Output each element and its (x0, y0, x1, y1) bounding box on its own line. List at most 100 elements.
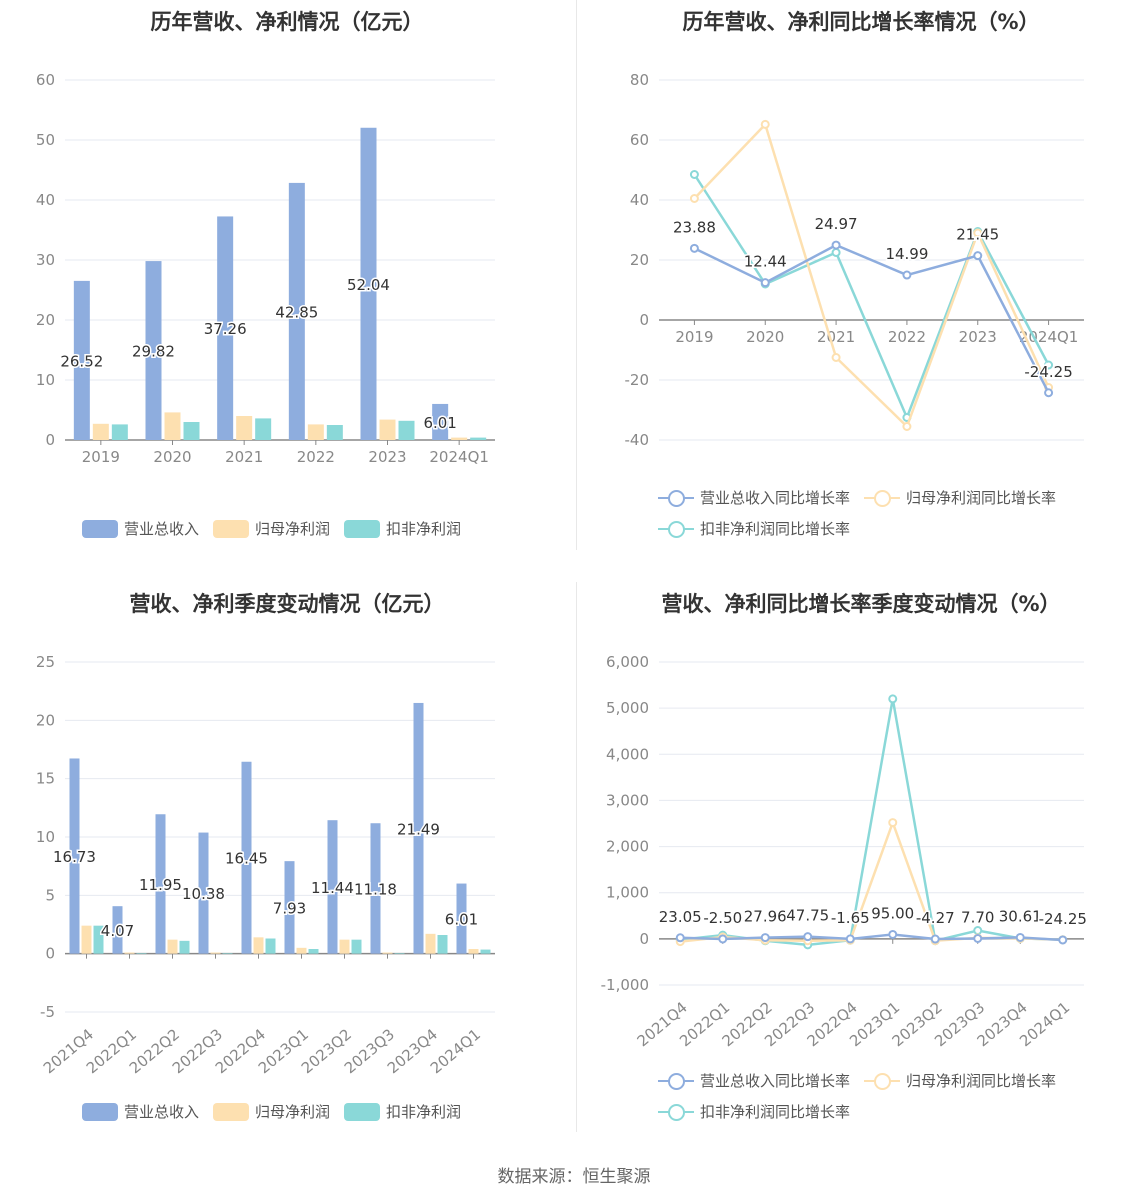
y-tick-label: 0 (45, 945, 55, 963)
bar-revenue (288, 182, 305, 440)
legend-item[interactable]: 归母净利润同比增长率 (864, 482, 1056, 513)
legend-item[interactable]: 营业总收入 (82, 513, 199, 544)
x-tick-label: 2019 (82, 448, 120, 466)
y-tick-label: -20 (625, 371, 650, 389)
y-tick-label: 5,000 (606, 699, 649, 717)
x-tick-label: 2021 (225, 448, 263, 466)
quarterly-line-chart: -1,00001,0002,0003,0004,0005,0006,000202… (601, 653, 1089, 1050)
bar-net-profit (81, 925, 92, 954)
data-point (1058, 935, 1068, 945)
bar-revenue (155, 814, 166, 954)
legend-item[interactable]: 归母净利润同比增长率 (864, 1065, 1056, 1096)
bar-deducted-profit (93, 925, 104, 954)
bar-value-label: 16.45 (225, 850, 268, 868)
x-tick-label: 2023 (368, 448, 406, 466)
point-value-label: 23.05 (659, 908, 702, 926)
legend-item[interactable]: 扣非净利润同比增长率 (658, 513, 850, 544)
x-tick-label: 2022 (297, 448, 335, 466)
bar-revenue (145, 261, 162, 440)
point-value-label: -24.25 (1039, 910, 1087, 928)
point-value-label: 12.44 (744, 253, 787, 271)
bar-value-label: 11.18 (354, 880, 397, 898)
legend-label: 营业总收入 (124, 1103, 200, 1121)
point-value-label: -4.27 (916, 909, 955, 927)
legend-item[interactable]: 营业总收入同比增长率 (658, 1065, 850, 1096)
y-tick-label: 20 (36, 311, 55, 329)
bar-net-profit (382, 952, 393, 954)
bar-deducted-profit (394, 953, 405, 954)
point-value-label: 21.45 (956, 226, 999, 244)
annual-bar-chart: 0 10 20 30 40 50 60 2019 2020 2021 2022 2023 2024Q1 2… (36, 71, 495, 466)
bar-value-label: 52.04 (347, 276, 390, 294)
x-tick-label: 2024Q1 (1019, 328, 1079, 346)
bar-deducted-profit (326, 425, 343, 440)
bar-deducted-profit (265, 938, 276, 954)
data-point (675, 933, 685, 943)
legend-swatch (344, 519, 381, 538)
legend-line-marker (658, 489, 694, 507)
legend-label: 扣非净利润同比增长率 (700, 520, 851, 538)
annual-growth-panel: 历年营收、净利同比增长率情况（%） -40 -20 0 20 40 60 80 2019 202… (574, 0, 1148, 565)
legend: 营业总收入同比增长率 归母净利润同比增长率 扣非净利润同比增长率 (658, 1065, 1128, 1127)
x-tick-label: 2019 (675, 328, 713, 346)
bar-net-profit (339, 939, 350, 954)
data-point (1044, 360, 1054, 370)
bar-revenue (217, 216, 234, 440)
bar-value-label: 7.93 (273, 899, 306, 917)
data-point (803, 932, 813, 942)
data-point (973, 926, 983, 936)
legend-label: 扣非净利润 (386, 520, 462, 538)
data-point (845, 934, 855, 944)
y-tick-label: 6,000 (606, 653, 649, 671)
data-point (760, 933, 770, 943)
bar-net-profit (164, 412, 181, 440)
bar-net-profit (167, 939, 178, 954)
y-tick-label: -40 (625, 431, 650, 449)
y-tick-label: 2,000 (606, 838, 649, 856)
bar-revenue (360, 127, 377, 440)
point-value-label: 7.70 (961, 909, 994, 927)
quarterly-bar-chart: -505101520252021Q42022Q12022Q22022Q32022… (36, 653, 495, 1077)
legend-label: 扣非净利润同比增长率 (700, 1103, 851, 1121)
legend: 营业总收入同比增长率 归母净利润同比增长率 扣非净利润同比增长率 (658, 482, 1128, 544)
y-tick-label: 5 (45, 886, 55, 904)
data-point (760, 278, 770, 288)
bar-deducted-profit (470, 437, 487, 440)
x-tick-label: 2024Q1 (429, 448, 489, 466)
legend-item[interactable]: 归母净利润 (213, 513, 330, 544)
chart-title: 营收、净利同比增长率季度变动情况（%） (661, 592, 1061, 616)
y-tick-label: 20 (36, 711, 55, 729)
bar-net-profit (253, 937, 264, 954)
legend-item[interactable]: 扣非净利润 (344, 1096, 461, 1127)
point-value-label: 30.61 (999, 907, 1042, 925)
y-tick-label: 15 (36, 770, 55, 788)
data-point (888, 818, 898, 828)
bar-value-label: 4.07 (101, 922, 134, 940)
bar-net-profit (379, 419, 396, 440)
legend-item[interactable]: 归母净利润 (213, 1096, 330, 1127)
legend-swatch (213, 519, 250, 538)
y-tick-label: -5 (40, 1003, 55, 1021)
data-point (689, 170, 699, 179)
data-point (973, 934, 983, 944)
legend-item[interactable]: 扣非净利润 (344, 513, 461, 544)
y-tick-label: 0 (639, 311, 649, 329)
bar-revenue (112, 906, 123, 954)
legend-item[interactable]: 扣非净利润同比增长率 (658, 1096, 850, 1127)
legend-item[interactable]: 营业总收入同比增长率 (658, 482, 850, 513)
bar-deducted-profit (183, 422, 200, 440)
bar-revenue (456, 883, 467, 954)
legend-swatch (82, 1102, 118, 1121)
legend-item[interactable]: 营业总收入 (82, 1096, 199, 1127)
bar-deducted-profit (308, 949, 319, 954)
quarterly-growth-panel: 营收、净利同比增长率季度变动情况（%） -1,000 0 1,000 2,000 3,0… (574, 582, 1148, 1147)
data-source: 数据来源：恒生聚源 (497, 1167, 651, 1187)
y-tick-label: 0 (639, 930, 649, 948)
y-tick-label: 4,000 (606, 745, 649, 763)
series-line-revenue-growth (693, 243, 1050, 394)
legend-label: 归母净利润 (255, 520, 331, 538)
legend-swatch (344, 1102, 381, 1121)
point-value-label: -2.50 (703, 909, 742, 927)
x-tick-label: 2022 (888, 328, 926, 346)
series-line-revenue-growth (680, 933, 1063, 942)
